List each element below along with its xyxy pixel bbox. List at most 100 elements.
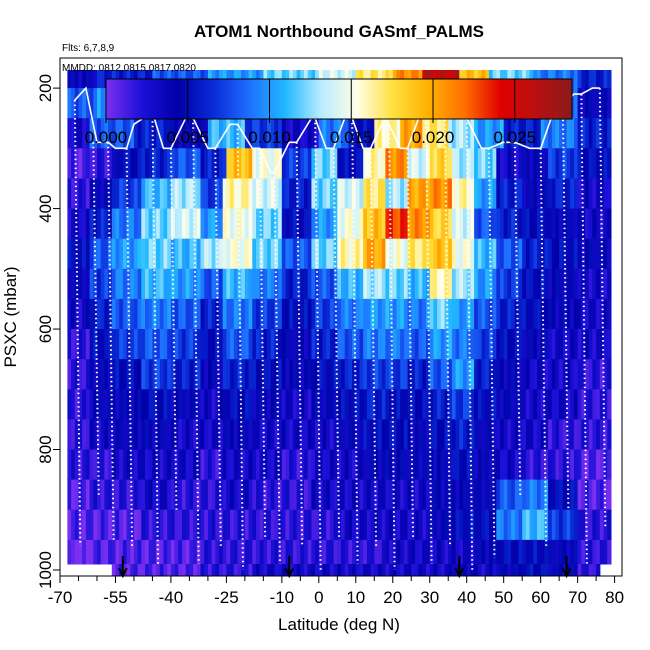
heatmap-cell (189, 539, 194, 565)
heatmap-cell (451, 564, 457, 576)
heatmap-cell (67, 419, 72, 450)
heatmap-cell (211, 178, 216, 210)
heatmap-cell (411, 449, 416, 481)
heatmap-cell (359, 238, 364, 270)
heatmap-cell (270, 479, 276, 511)
heatmap-cell (485, 564, 490, 576)
heatmap-cell (200, 564, 205, 576)
heatmap-cell (74, 118, 80, 149)
heatmap-cell (511, 238, 516, 270)
heatmap-cell (418, 449, 423, 481)
heatmap-cell (233, 479, 239, 511)
heatmap-cell (337, 419, 342, 450)
heatmap-cell (385, 178, 390, 210)
heatmap-cell (414, 359, 420, 390)
heatmap-cell (396, 419, 401, 450)
heatmap-cell (566, 509, 571, 541)
heatmap-cell (130, 479, 135, 511)
heatmap-cell (403, 329, 409, 360)
heatmap-cell (559, 539, 564, 565)
heatmap-cell (219, 449, 224, 481)
heatmap-cell (426, 389, 431, 420)
heatmap-cell (230, 479, 235, 511)
heatmap-cell (185, 178, 190, 210)
heatmap-cell (603, 268, 608, 300)
heatmap-cell (89, 419, 94, 450)
heatmap-cell (100, 329, 105, 360)
heatmap-cell (463, 238, 468, 270)
heatmap-cell (389, 389, 394, 420)
heatmap-cell (503, 509, 508, 541)
heatmap-cell (451, 479, 457, 511)
heatmap-cell (193, 449, 198, 481)
heatmap-cell (385, 238, 390, 270)
heatmap-cell (429, 208, 434, 240)
heatmap-cell (551, 389, 557, 420)
heatmap-cell (444, 419, 449, 450)
heatmap-cell (244, 298, 250, 330)
heatmap-cell (230, 449, 235, 481)
heatmap-cell (204, 148, 209, 179)
heatmap-cell (470, 148, 475, 179)
heatmap-cell (566, 449, 571, 481)
heatmap-cell (503, 148, 508, 179)
heatmap-cell (141, 389, 146, 420)
heatmap-cell (429, 564, 434, 576)
heatmap-cell (329, 449, 335, 481)
heatmap-cell (292, 359, 298, 390)
heatmap-cell (411, 359, 416, 390)
heatmap-cell (407, 148, 412, 179)
heatmap-cell (477, 329, 483, 360)
heatmap-cell (407, 208, 412, 240)
heatmap-cell (555, 329, 560, 360)
heatmap-cell (444, 268, 449, 300)
heatmap-cell (307, 238, 312, 270)
y-tick-label: 1000 (36, 551, 55, 589)
heatmap-cell (525, 449, 531, 481)
colorbar-ticks: 0.000 0.005 0.010 0.015 0.020 0.025 (85, 79, 536, 147)
heatmap-cell (318, 389, 324, 420)
heatmap-cell (344, 329, 349, 360)
heatmap-cell (522, 539, 527, 565)
heatmap-cell (400, 208, 405, 240)
heatmap-cell (196, 208, 202, 240)
heatmap-cell (244, 268, 250, 300)
heatmap-cell (244, 208, 250, 240)
heatmap-cell (577, 70, 582, 89)
heatmap-cell (537, 359, 542, 390)
heatmap-cell (67, 329, 72, 360)
heatmap-cell (130, 329, 135, 360)
heatmap-cell (477, 509, 483, 541)
heatmap-cell (366, 359, 372, 390)
heatmap-cell (448, 148, 453, 179)
heatmap-cell (89, 118, 94, 149)
heatmap-cell (566, 238, 571, 270)
heatmap-cell (537, 268, 542, 300)
heatmap-cell (581, 148, 586, 179)
heatmap-cell (108, 419, 113, 450)
heatmap-cell (119, 298, 124, 330)
heatmap-cell (318, 329, 324, 360)
heatmap-cell (289, 449, 294, 481)
heatmap-cell (267, 449, 272, 481)
heatmap-cell (71, 70, 76, 89)
heatmap-cell (71, 148, 76, 179)
heatmap-cell (311, 148, 316, 179)
heatmap-cell (592, 178, 597, 210)
heatmap-cell (93, 268, 98, 300)
heatmap-cell (341, 238, 346, 270)
heatmap-cell (211, 268, 216, 300)
heatmap-cell (71, 389, 76, 420)
heatmap-cell (418, 539, 423, 565)
heatmap-cell (414, 118, 420, 149)
heatmap-cell (126, 118, 131, 149)
heatmap-cell (311, 449, 316, 481)
heatmap-cell (163, 118, 168, 149)
heatmap-cell (152, 449, 157, 481)
heatmap-cell (577, 178, 582, 210)
heatmap-cell (111, 268, 117, 300)
heatmap-cell (256, 298, 261, 330)
heatmap-cell (403, 298, 409, 330)
heatmap-cell (411, 298, 416, 330)
heatmap-cell (481, 238, 486, 270)
